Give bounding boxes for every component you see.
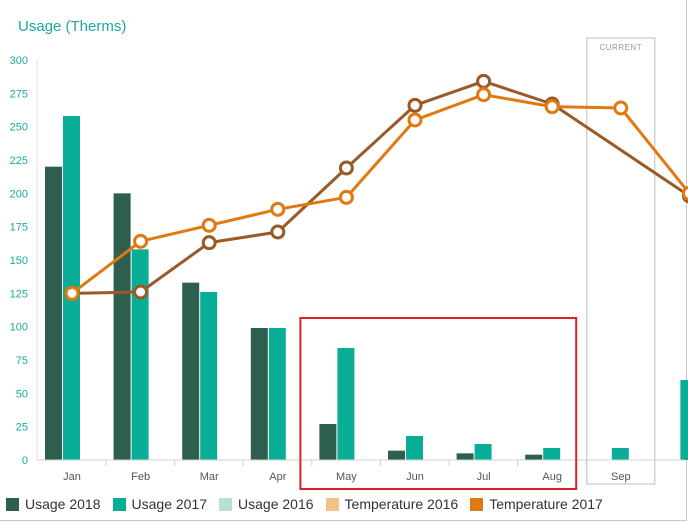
bar-usage-2017 (611, 448, 629, 460)
point-temperature-2017 (544, 99, 560, 115)
x-tick-label: Jul (477, 471, 491, 483)
legend-swatch (470, 497, 484, 511)
line-temperature-2016 (71, 79, 688, 295)
temperature-lines (64, 73, 688, 301)
bar-usage-2017 (200, 292, 218, 460)
bar-usage-2018 (113, 193, 131, 461)
bar-usage-2018 (525, 454, 543, 460)
chart-title: Usage (Therms) (18, 18, 127, 35)
point-temperature-2017 (681, 185, 688, 201)
y-tick-label: 75 (16, 355, 28, 367)
point-temperature-2016 (201, 235, 217, 251)
x-axis: Jan Feb Mar Apr May Jun Jul Aug Sep (37, 459, 684, 483)
point-temperature-2017 (64, 285, 80, 301)
bar-usage-2017 (680, 380, 688, 460)
bar-usage-2018 (45, 166, 62, 460)
x-tick-label: Feb (131, 471, 150, 483)
x-tick-label: Jan (63, 471, 81, 483)
bar-usage-2018 (456, 453, 474, 460)
x-tick-label: Apr (269, 471, 286, 483)
point-temperature-2016 (476, 73, 492, 89)
bar-usage-2017 (268, 328, 286, 460)
bar-usage-2017 (337, 348, 355, 460)
y-tick-label: 250 (10, 122, 28, 134)
y-axis: 0 25 50 75 100 125 150 175 200 225 250 275 300 (10, 55, 38, 467)
point-temperature-2016 (407, 97, 423, 113)
y-tick-label: 50 (16, 388, 28, 400)
x-tick-label: May (336, 471, 357, 483)
current-month-outline (586, 37, 656, 485)
legend-item[interactable]: Usage 2018 (6, 496, 101, 512)
x-tick-label: Sep (611, 471, 631, 483)
bar-usage-2018 (182, 282, 200, 460)
y-tick-label: 200 (10, 188, 28, 200)
legend-swatch (219, 497, 233, 511)
legend-label: Usage 2018 (25, 496, 101, 512)
highlight-box (299, 317, 578, 490)
point-temperature-2017 (613, 100, 629, 116)
legend-item[interactable]: Temperature 2016 (325, 496, 459, 512)
legend-label: Usage 2017 (131, 496, 208, 512)
legend-swatch (6, 497, 19, 511)
bar-usage-2017 (406, 436, 423, 460)
y-tick-label: 0 (22, 455, 28, 467)
legend-swatch (325, 497, 339, 511)
current-month-box: CURRENT (586, 37, 656, 485)
legend-item[interactable]: Temperature 2017 (470, 496, 603, 512)
point-temperature-2017 (270, 201, 286, 217)
point-temperature-2017 (476, 87, 492, 103)
legend-label: Usage 2016 (238, 496, 314, 512)
x-tick-label: Jun (406, 471, 424, 483)
highlight-rectangle (299, 317, 578, 490)
point-temperature-2016 (270, 224, 286, 240)
legend-item[interactable]: Usage 2016 (219, 496, 314, 512)
y-tick-label: 300 (10, 55, 28, 67)
point-temperature-2016 (133, 284, 149, 300)
y-tick-label: 125 (10, 288, 28, 300)
current-label: CURRENT (599, 43, 642, 52)
legend-item[interactable]: Usage 2017 (112, 496, 208, 512)
point-temperature-2016 (338, 160, 354, 176)
bar-usage-2018 (250, 328, 268, 460)
line-temperature-2017 (71, 93, 688, 295)
legend-label: Temperature 2016 (344, 496, 459, 512)
x-tick-label: Aug (542, 471, 562, 483)
legend-label: Temperature 2017 (489, 496, 603, 512)
y-tick-label: 175 (10, 222, 28, 234)
point-temperature-2017 (407, 112, 423, 128)
bar-usage-2017 (131, 249, 149, 460)
point-temperature-2017 (338, 189, 354, 205)
y-tick-label: 225 (10, 155, 28, 167)
y-tick-label: 100 (10, 322, 28, 334)
usage-chart: 0 25 50 75 100 125 150 175 200 225 250 275 300 CURRE… (10, 37, 688, 490)
y-tick-label: 25 (16, 422, 28, 434)
y-tick-label: 150 (10, 255, 28, 267)
bar-usage-2018 (388, 450, 405, 460)
legend-swatch (112, 497, 126, 511)
legend: Usage 2018 Usage 2017 Usage 2016 Temperatur… (6, 494, 688, 514)
y-tick-label: 275 (10, 88, 28, 100)
point-temperature-2017 (133, 233, 149, 249)
bar-usage-2018 (319, 424, 337, 460)
bars (45, 116, 688, 461)
bar-usage-2017 (543, 448, 561, 460)
bar-usage-2017 (474, 444, 492, 460)
point-temperature-2017 (201, 217, 217, 233)
x-tick-label: Mar (200, 471, 219, 483)
